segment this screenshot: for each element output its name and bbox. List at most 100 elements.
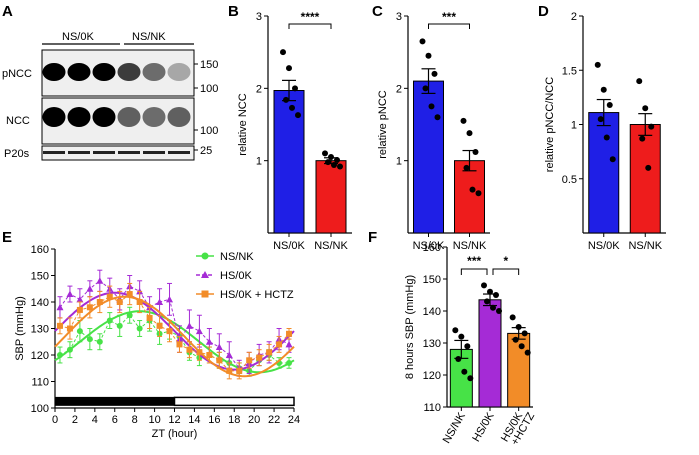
y-axis-label: SBP (mmHg)	[14, 296, 26, 361]
bar	[478, 299, 502, 408]
data-point	[126, 291, 133, 298]
data-point	[246, 357, 253, 364]
blot-row-label-p20s: P20s	[4, 148, 30, 160]
data-point	[460, 117, 467, 124]
data-point	[225, 351, 233, 358]
data-point	[337, 163, 343, 170]
blot-band-ncc	[167, 107, 191, 127]
significance-label: *	[503, 254, 508, 268]
significance-bracket	[460, 268, 488, 275]
y-axis-label: 8 hours SBP (mmHg)	[404, 275, 416, 379]
data-point	[639, 135, 646, 142]
legend-marker	[201, 290, 209, 298]
x-tick-label: NS/NK	[314, 240, 348, 252]
data-point	[286, 330, 293, 337]
data-point	[322, 150, 328, 157]
legend-label: NS/NK	[220, 251, 254, 263]
panel-label-b: B	[228, 3, 239, 20]
blot-band-p20s	[143, 151, 165, 154]
x-tick-label: NS/NK	[441, 410, 469, 446]
blot-band-p20s	[93, 151, 115, 154]
blot-band-ncc	[92, 107, 116, 127]
y-tick-label: 120	[423, 370, 441, 382]
data-point	[286, 359, 293, 366]
chart-relative-pncc: 1 2 3 relative pNCC NS/0K NS/NK ***	[377, 10, 490, 252]
y-tick-label: 130	[423, 338, 441, 350]
bar	[507, 332, 531, 408]
y-tick-label: 1.5	[562, 65, 577, 77]
data-point	[512, 336, 519, 343]
x-tick-label: 0	[52, 414, 58, 426]
data-point	[452, 327, 459, 334]
data-point	[594, 61, 601, 68]
western-blot: NS/0K NS/NK pNCC NCC P20s 150 100 100 25	[2, 31, 218, 161]
data-point	[603, 134, 610, 141]
data-point	[286, 65, 292, 72]
light-phase-bar	[173, 396, 295, 407]
data-point	[597, 116, 604, 123]
data-point	[431, 70, 438, 77]
chart-8h-sbp: 110 120 130 140 150 160 8 hours SBP (mmHg) NS/N…	[404, 242, 537, 447]
legend-label: HS/0K + HCTZ	[220, 289, 294, 301]
x-tick-label: NS/NK	[628, 240, 662, 252]
x-tick-label: 24	[288, 414, 300, 426]
panel-label-a: A	[2, 3, 13, 20]
data-point	[292, 85, 298, 92]
x-tick-label: 22	[268, 414, 280, 426]
data-point	[472, 148, 479, 155]
blot-band-p20s	[68, 151, 90, 154]
data-point	[206, 352, 213, 358]
data-point	[156, 298, 164, 305]
data-point	[106, 317, 113, 324]
series-line	[59, 314, 290, 372]
chart-relative-pncc-ncc: 0.5 1 1.5 2 relative pNCC/NCC NS/0K NS/NK	[544, 11, 666, 252]
blot-group-label-ns-nk: NS/NK	[132, 31, 166, 43]
y-tick-label: 150	[423, 274, 441, 286]
data-point	[166, 295, 174, 303]
blot-band-pncc	[67, 63, 91, 81]
data-point	[606, 101, 613, 108]
data-point	[487, 288, 493, 295]
data-point	[425, 52, 432, 59]
y-tick-label: 1	[571, 120, 577, 132]
data-point	[464, 343, 471, 350]
blot-band-ncc	[42, 107, 66, 127]
data-point	[475, 190, 482, 197]
data-point	[469, 186, 476, 193]
legend-label: HS/0K	[220, 270, 252, 282]
data-point	[56, 352, 63, 358]
data-point	[295, 112, 301, 119]
data-point	[156, 322, 163, 329]
data-point	[325, 159, 331, 166]
data-point	[600, 86, 607, 93]
data-point	[331, 162, 337, 169]
x-tick-label: 8	[132, 414, 138, 426]
data-point	[136, 325, 143, 332]
blot-band-p20s	[118, 151, 140, 154]
data-point	[195, 327, 203, 335]
x-tick-label: 18	[228, 414, 240, 426]
data-point	[334, 156, 340, 163]
data-point	[76, 306, 83, 313]
data-point	[76, 328, 83, 335]
y-tick-label: 160	[423, 242, 441, 254]
dark-phase-bar	[54, 396, 175, 406]
data-point	[226, 367, 233, 374]
x-tick-label: 4	[92, 414, 98, 426]
data-point	[96, 277, 104, 284]
chart-relative-ncc: 1 2 3 relative NCC NS/0K NS/NK ****	[237, 10, 352, 252]
panel-label-f: F	[368, 229, 377, 246]
data-point	[484, 298, 490, 305]
x-tick-label: NS/0K	[588, 240, 620, 252]
blot-band-p20s	[168, 151, 190, 154]
significance-label: ***	[442, 10, 456, 24]
bar	[315, 160, 347, 234]
data-point	[422, 85, 429, 92]
data-point	[645, 164, 652, 171]
data-point	[205, 338, 213, 345]
significance-label: ****	[301, 10, 320, 24]
blot-band-pncc	[42, 63, 66, 81]
